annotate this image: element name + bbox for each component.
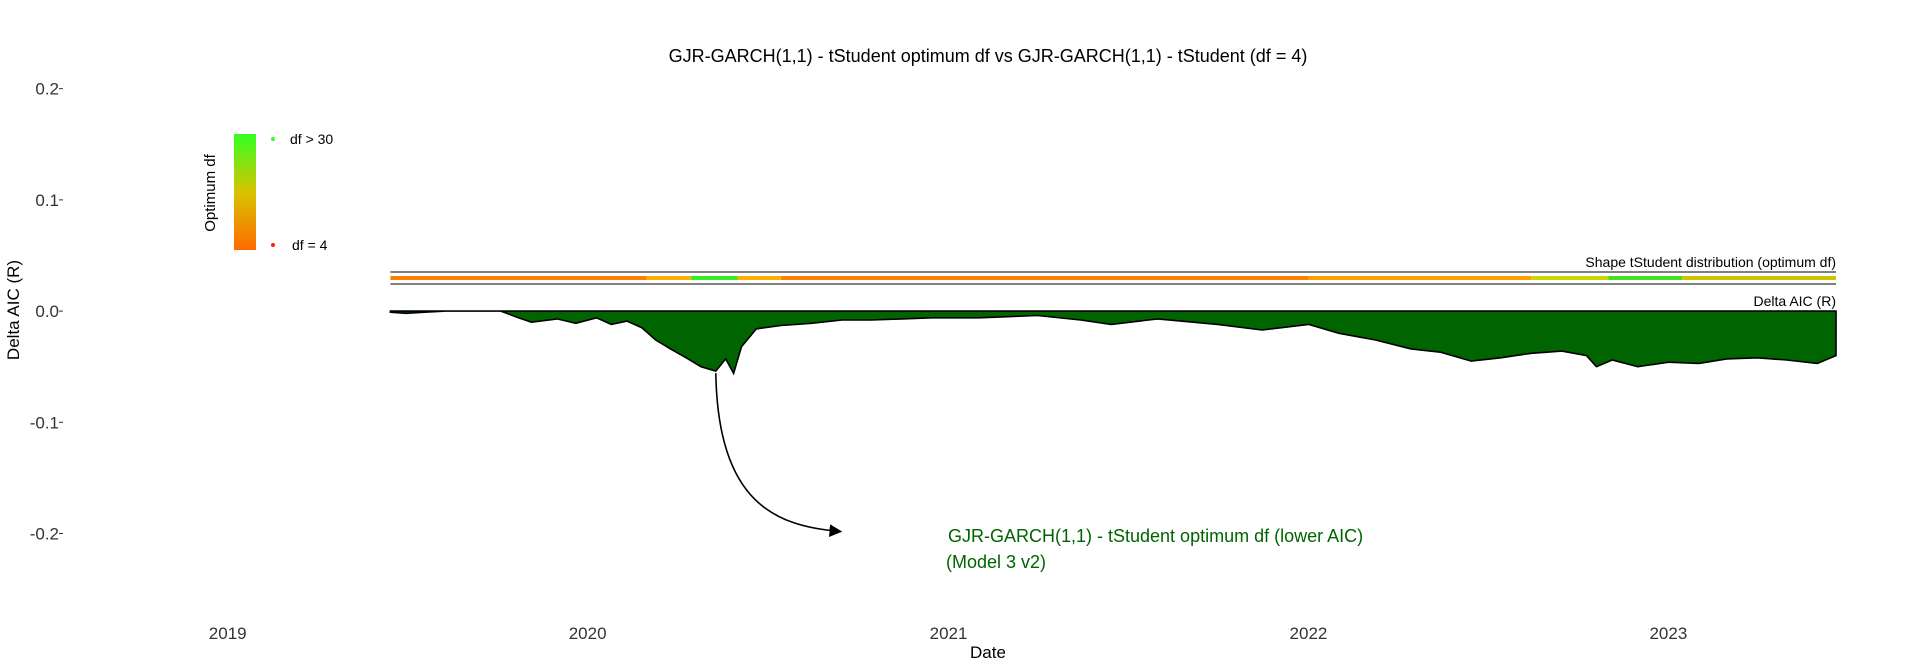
df-segment-3 [737,276,781,280]
band-label-shape: Shape tStudent distribution (optimum df) [1585,254,1836,270]
x-axis-label: Date [970,643,1006,662]
x-axis-ticks: 2019 2020 2021 2022 2023 [209,624,1688,643]
y-tick-label-2: 0.0 [35,302,59,321]
y-tick-label-3: -0.1 [30,413,59,432]
x-tick-label-0: 2019 [209,624,247,643]
annotation-line-2: (Model 3 v2) [946,552,1046,572]
y-tick-label-1: 0.1 [35,191,59,210]
delta-aic-area [389,310,1837,376]
chart-title: GJR-GARCH(1,1) - tStudent optimum df vs … [669,46,1308,66]
y-tick-label-0: 0.2 [35,80,59,99]
df-segment-5 [1308,276,1532,280]
legend-low-dot [271,243,275,247]
df-segment-4 [780,276,1309,280]
df-segment-6 [1531,276,1609,280]
df-segment-7 [1608,276,1683,280]
df-segment-0 [390,276,647,280]
df-segment-1 [646,276,692,280]
y-axis-label: Delta AIC (R) [4,260,23,360]
legend-colorbar [234,134,256,250]
legend-title: Optimum df [202,153,219,231]
band-label-delta: Delta AIC (R) [1754,293,1836,309]
df-segment-8 [1682,276,1837,280]
legend: Optimum df df > 30 df = 4 [202,131,333,253]
df-shape-band: Shape tStudent distribution (optimum df)… [390,254,1837,309]
y-axis-ticks: 0.2 0.1 0.0 -0.1 -0.2 [30,80,63,544]
df-segment-2 [691,276,738,280]
legend-high-label: df > 30 [290,131,333,147]
annotation: GJR-GARCH(1,1) - tStudent optimum df (lo… [715,373,1363,572]
y-tick-label-4: -0.2 [30,525,59,544]
x-tick-label-1: 2020 [569,624,607,643]
x-tick-label-4: 2023 [1649,624,1687,643]
legend-high-dot [271,137,275,141]
annotation-arrow [715,373,843,537]
x-tick-label-3: 2022 [1290,624,1328,643]
x-tick-label-2: 2021 [930,624,968,643]
annotation-line-1: GJR-GARCH(1,1) - tStudent optimum df (lo… [948,526,1363,546]
legend-low-label: df = 4 [292,237,328,253]
